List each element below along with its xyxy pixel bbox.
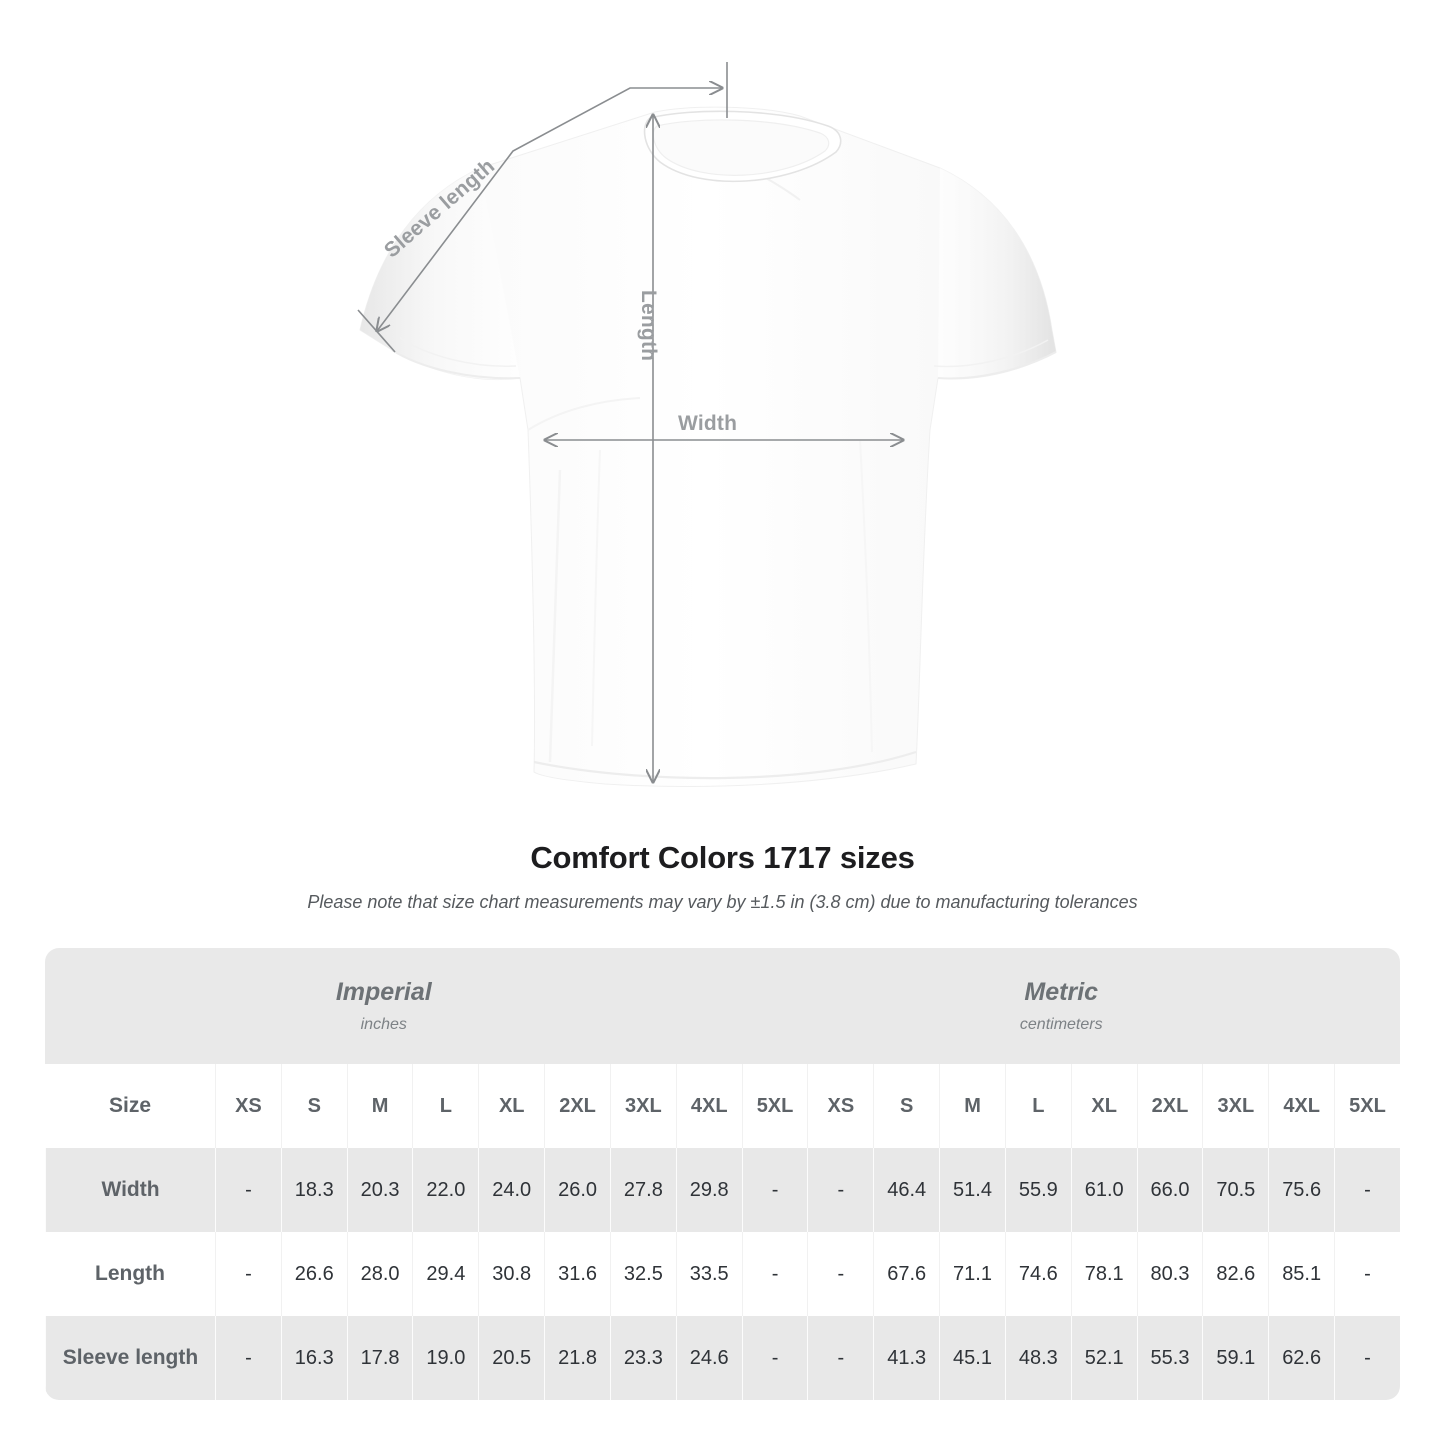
cell-width-metric-5xl: - [1334, 1148, 1400, 1232]
cell-width-metric-xs: - [807, 1148, 873, 1232]
cell-width-imperial-3xl: 27.8 [609, 1148, 676, 1232]
cell-sleeve-imperial-s: 16.3 [280, 1316, 347, 1400]
length-label: Length [637, 290, 660, 362]
cell-width-imperial-4xl: 29.8 [675, 1148, 742, 1232]
cell-sleeve-metric-m: 45.1 [939, 1316, 1005, 1400]
cell-width-imperial-2xl: 26.0 [544, 1148, 610, 1232]
cell-width-metric-m: 51.4 [939, 1148, 1005, 1232]
cell-sleeve-imperial-xl: 20.5 [478, 1316, 544, 1400]
tshirt-illustration [357, 62, 1057, 788]
tshirt-shape [359, 106, 1057, 788]
cell-length-imperial-l: 29.4 [412, 1232, 478, 1316]
cell-length-metric-5xl: - [1334, 1232, 1400, 1316]
column-header-metric-2xl: 2XL [1136, 1064, 1203, 1148]
column-header-imperial-2xl: 2XL [544, 1064, 610, 1148]
cell-length-metric-xl: 78.1 [1070, 1232, 1137, 1316]
unit-block-metric: Metric centimeters [723, 948, 1401, 1064]
cell-width-metric-2xl: 66.0 [1136, 1148, 1203, 1232]
unit-name-metric: Metric [1024, 978, 1099, 1006]
cell-sleeve-metric-s: 41.3 [873, 1316, 939, 1400]
cell-length-imperial-s: 26.6 [280, 1232, 347, 1316]
cell-length-imperial-4xl: 33.5 [675, 1232, 742, 1316]
column-header-imperial-4xl: 4XL [675, 1064, 742, 1148]
cell-length-metric-xs: - [807, 1232, 873, 1316]
cell-sleeve-imperial-5xl: - [741, 1316, 808, 1400]
cell-length-imperial-m: 28.0 [346, 1232, 413, 1316]
column-header-imperial-3xl: 3XL [609, 1064, 676, 1148]
cell-length-metric-4xl: 85.1 [1268, 1232, 1334, 1316]
cell-length-imperial-3xl: 32.5 [609, 1232, 676, 1316]
column-header-imperial-m: M [346, 1064, 413, 1148]
row-label-length: Length [95, 1262, 165, 1285]
row-label-width: Width [45, 1148, 215, 1232]
column-header-imperial-xl: XL [478, 1064, 544, 1148]
cell-width-imperial-xl: 24.0 [478, 1148, 544, 1232]
cell-length-imperial-2xl: 31.6 [544, 1232, 610, 1316]
cell-sleeve-imperial-xs: - [215, 1316, 281, 1400]
cell-length-metric-3xl: 82.6 [1202, 1232, 1268, 1316]
unit-header-row: Imperial inches Metric centimeters [45, 948, 1400, 1064]
cell-length-imperial-5xl: - [741, 1232, 808, 1316]
column-header-metric-s: S [873, 1064, 939, 1148]
cell-width-metric-l: 55.9 [1004, 1148, 1071, 1232]
cell-width-imperial-s: 18.3 [280, 1148, 347, 1232]
table-row-sleeve-length: Sleeve length - 16.3 17.8 19.0 20.5 21.8… [45, 1316, 1400, 1400]
unit-block-imperial: Imperial inches [45, 948, 723, 1064]
cell-sleeve-imperial-4xl: 24.6 [675, 1316, 742, 1400]
row-label-sleeve-length: Sleeve length [45, 1316, 215, 1400]
cell-length-imperial-xs: - [215, 1232, 281, 1316]
cell-sleeve-imperial-m: 17.8 [346, 1316, 413, 1400]
unit-sub-metric: centimeters [1019, 1016, 1103, 1033]
column-header-metric-4xl: 4XL [1268, 1064, 1334, 1148]
cell-sleeve-imperial-3xl: 23.3 [609, 1316, 676, 1400]
cell-sleeve-imperial-l: 19.0 [412, 1316, 478, 1400]
cell-length-metric-2xl: 80.3 [1136, 1232, 1203, 1316]
measurement-lines [357, 62, 903, 782]
cell-sleeve-imperial-2xl: 21.8 [544, 1316, 610, 1400]
cell-sleeve-metric-2xl: 55.3 [1136, 1316, 1203, 1400]
cell-width-imperial-m: 20.3 [346, 1148, 413, 1232]
cell-sleeve-metric-4xl: 62.6 [1268, 1316, 1334, 1400]
column-header-metric-3xl: 3XL [1202, 1064, 1268, 1148]
column-header-metric-xl: XL [1070, 1064, 1137, 1148]
unit-name-imperial: Imperial [335, 978, 432, 1006]
cell-sleeve-metric-l: 48.3 [1004, 1316, 1071, 1400]
tolerance-note: Please note that size chart measurements… [307, 892, 1138, 912]
table-row-width: Width - 18.3 20.3 22.0 24.0 26.0 27.8 29… [45, 1148, 1400, 1232]
column-header-imperial-xs: XS [215, 1064, 281, 1148]
cell-length-imperial-xl: 30.8 [478, 1232, 544, 1316]
column-header-metric-m: M [939, 1064, 1005, 1148]
column-header-imperial-s: S [280, 1064, 347, 1148]
cell-length-metric-m: 71.1 [939, 1232, 1005, 1316]
cell-width-imperial-l: 22.0 [412, 1148, 478, 1232]
sleeve-length-arrow [357, 62, 728, 353]
tshirt-measurement-diagram: Sleeve length Length Width [357, 62, 1057, 788]
cell-width-metric-s: 46.4 [873, 1148, 939, 1232]
page-title: Comfort Colors 1717 sizes [530, 840, 915, 875]
width-label: Width [678, 412, 738, 435]
title-block: Comfort Colors 1717 sizes Please note th… [0, 840, 1445, 913]
cell-sleeve-metric-5xl: - [1334, 1316, 1400, 1400]
column-header-metric-l: L [1004, 1064, 1071, 1148]
table-header-row: Size XS S M L XL 2XL 3XL 4XL 5XL XS S M … [45, 1064, 1400, 1148]
cell-sleeve-metric-xl: 52.1 [1070, 1316, 1137, 1400]
cell-width-metric-3xl: 70.5 [1202, 1148, 1268, 1232]
cell-sleeve-metric-3xl: 59.1 [1202, 1316, 1268, 1400]
column-header-imperial-l: L [412, 1064, 478, 1148]
column-header-imperial-5xl: 5XL [741, 1064, 808, 1148]
size-chart-table: Imperial inches Metric centimeters Size … [45, 948, 1400, 1400]
column-header-size: Size [108, 1094, 152, 1117]
cell-width-imperial-xs: - [215, 1148, 281, 1232]
column-header-metric-xs: XS [807, 1064, 873, 1148]
cell-length-metric-s: 67.6 [873, 1232, 939, 1316]
column-header-metric-5xl: 5XL [1334, 1064, 1400, 1148]
cell-width-imperial-5xl: - [741, 1148, 808, 1232]
unit-sub-imperial: inches [360, 1016, 407, 1033]
table-row-length: Length - 26.6 28.0 29.4 30.8 31.6 32.5 3… [45, 1232, 1400, 1316]
cell-sleeve-metric-xs: - [807, 1316, 873, 1400]
cell-width-metric-xl: 61.0 [1070, 1148, 1137, 1232]
cell-length-metric-l: 74.6 [1004, 1232, 1071, 1316]
cell-width-metric-4xl: 75.6 [1268, 1148, 1334, 1232]
